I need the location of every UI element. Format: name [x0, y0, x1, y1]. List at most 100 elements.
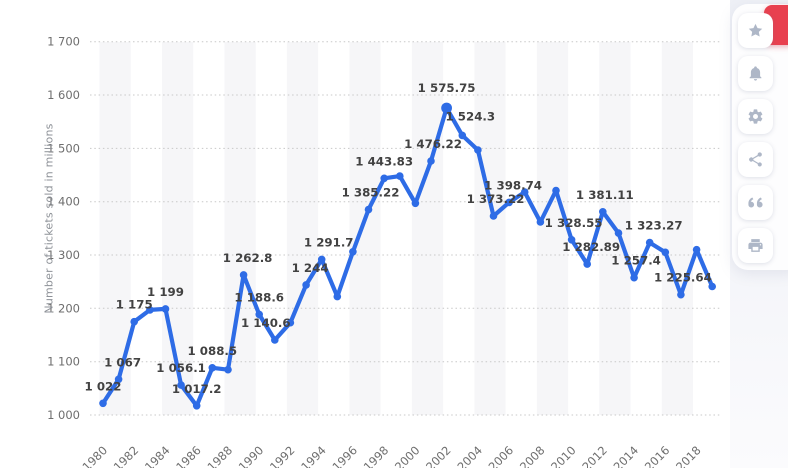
gear-icon — [748, 109, 763, 124]
data-point[interactable] — [458, 131, 467, 140]
data-point[interactable] — [645, 238, 654, 247]
x-tick-label: 2014 — [611, 443, 642, 468]
y-tick-label: 1 500 — [47, 141, 80, 155]
quote-icon — [748, 197, 763, 208]
data-point[interactable] — [192, 402, 201, 410]
share-icon — [749, 152, 762, 167]
data-point[interactable] — [708, 282, 716, 291]
data-point[interactable] — [317, 255, 326, 264]
data-point[interactable] — [380, 174, 389, 183]
data-point-label: 1 291.7 — [304, 235, 354, 249]
data-point-label: 1 328.55 — [545, 216, 603, 230]
x-tick-label: 2006 — [486, 443, 517, 468]
sidebar-button-stack — [738, 13, 773, 263]
data-point[interactable] — [536, 218, 545, 226]
data-point[interactable] — [302, 281, 310, 289]
x-tick-label: 1994 — [298, 443, 329, 468]
data-point[interactable] — [130, 317, 138, 326]
data-point[interactable] — [520, 188, 529, 196]
sidebar-panel — [732, 4, 788, 270]
data-point[interactable] — [286, 318, 295, 327]
data-point-label: 1 140.6 — [241, 316, 291, 330]
data-point-label: 1 385.22 — [342, 186, 400, 200]
data-point[interactable] — [411, 199, 420, 208]
share-button[interactable] — [738, 142, 773, 177]
data-point-label: 1 067 — [104, 355, 141, 369]
x-tick-label: 1986 — [173, 443, 204, 468]
favorite-button[interactable] — [738, 13, 773, 48]
x-tick-label: 2012 — [579, 443, 610, 468]
data-point[interactable] — [271, 336, 279, 344]
data-point[interactable] — [505, 198, 513, 207]
data-point[interactable] — [255, 310, 263, 319]
print-button[interactable] — [738, 228, 773, 263]
data-point-label: 1 088.5 — [187, 344, 237, 358]
data-point[interactable] — [692, 245, 701, 254]
data-point-label: 1 262.8 — [223, 251, 273, 265]
background-band — [661, 42, 693, 415]
x-tick-label: 2002 — [423, 443, 454, 468]
data-point[interactable] — [177, 381, 185, 389]
data-point-label: 1 282.89 — [562, 240, 620, 254]
data-point[interactable] — [224, 365, 232, 374]
trend-line — [100, 105, 715, 408]
cite-button[interactable] — [738, 185, 773, 220]
settings-button[interactable] — [738, 99, 773, 134]
data-point[interactable] — [567, 236, 576, 244]
background-band — [411, 42, 444, 415]
data-point[interactable] — [427, 157, 435, 165]
data-point[interactable] — [349, 248, 357, 256]
data-point[interactable] — [677, 290, 685, 299]
data-point[interactable] — [208, 364, 217, 372]
data-point-label: 1 225.64 — [654, 271, 712, 285]
data-point[interactable] — [441, 102, 452, 114]
y-tick-label: 1 200 — [47, 301, 80, 315]
data-point[interactable] — [599, 208, 607, 216]
data-point[interactable] — [630, 273, 638, 282]
data-point-label: 1 175 — [116, 298, 153, 312]
x-tick-label: 2000 — [392, 443, 423, 468]
data-point[interactable] — [583, 260, 591, 268]
data-point-label: 1 244 — [292, 261, 329, 275]
x-tick-label: 2016 — [642, 443, 673, 468]
data-point[interactable] — [99, 399, 107, 408]
data-point[interactable] — [333, 292, 342, 301]
x-tick-label: 1990 — [236, 443, 267, 468]
x-tick-label: 1980 — [80, 443, 111, 468]
bell-icon — [749, 66, 762, 81]
data-point-label: 1 443.83 — [355, 154, 413, 168]
data-point-label: 1 056.1 — [156, 361, 206, 375]
x-tick-label: 2010 — [548, 443, 579, 468]
tickets-sold-line-chart: 1 000 1 100 1 200 1 300 1 400 1 500 1 600 1 700… — [47, 35, 720, 468]
data-point[interactable] — [396, 172, 404, 180]
action-sidebar — [730, 0, 788, 468]
data-point-label: 1 199 — [147, 285, 184, 299]
x-tick-label: 2004 — [454, 443, 485, 468]
data-point-label: 1 022 — [85, 379, 122, 393]
data-point[interactable] — [661, 248, 670, 257]
data-point[interactable] — [161, 305, 170, 313]
data-point[interactable] — [552, 186, 560, 195]
x-tick-label: 1984 — [142, 443, 173, 468]
background-band — [474, 42, 506, 415]
notifications-button[interactable] — [738, 56, 773, 91]
data-point[interactable] — [489, 212, 498, 220]
x-tick-label: 2008 — [517, 443, 548, 468]
x-tick-label: 2018 — [673, 443, 704, 468]
x-tick-label: 1996 — [329, 443, 360, 468]
data-point-label: 1 017.2 — [172, 382, 222, 396]
x-tick-label: 1982 — [111, 443, 142, 468]
y-axis-title: Number of tickets sold in millions — [42, 123, 56, 314]
data-point[interactable] — [474, 146, 482, 154]
y-tick-label: 1 700 — [47, 35, 80, 49]
data-point[interactable] — [146, 306, 154, 314]
data-point[interactable] — [114, 375, 123, 384]
x-tick-label: 1992 — [267, 443, 298, 468]
y-tick-label: 1 400 — [47, 195, 80, 209]
data-point[interactable] — [364, 205, 373, 214]
data-point[interactable] — [239, 271, 248, 279]
data-point[interactable] — [614, 229, 623, 237]
x-tick-label: 1998 — [361, 443, 392, 468]
y-tick-label: 1 600 — [47, 88, 80, 102]
